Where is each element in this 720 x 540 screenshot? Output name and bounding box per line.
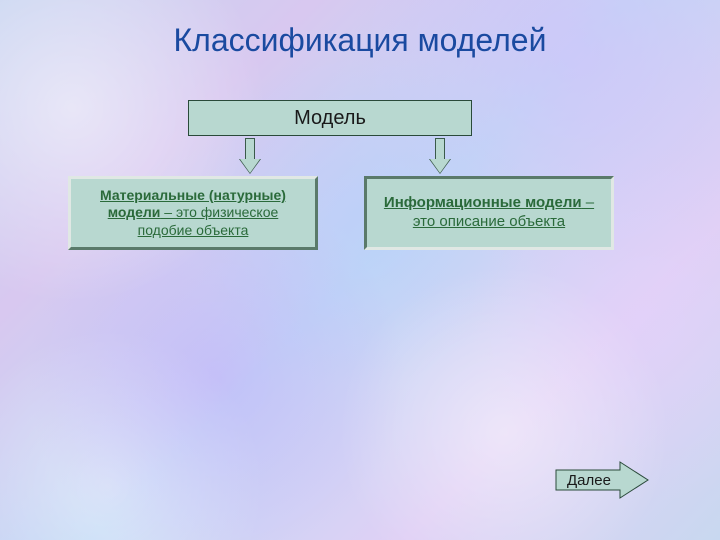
page-title: Классификация моделей (0, 22, 720, 59)
root-node: Модель (188, 100, 472, 136)
child-node-informational[interactable]: Информационные модели – это описание объ… (364, 176, 614, 250)
root-node-label: Модель (294, 107, 366, 130)
arrow-down-icon (240, 138, 260, 174)
next-button[interactable]: Далее (554, 460, 650, 500)
child-node-material-text: Материальные (натурные) модели – это физ… (79, 187, 307, 240)
next-button-label: Далее (554, 460, 624, 500)
child-node-informational-text: Информационные модели – это описание объ… (375, 194, 603, 232)
child-node-material[interactable]: Материальные (натурные) модели – это физ… (68, 176, 318, 250)
arrow-down-icon (430, 138, 450, 174)
